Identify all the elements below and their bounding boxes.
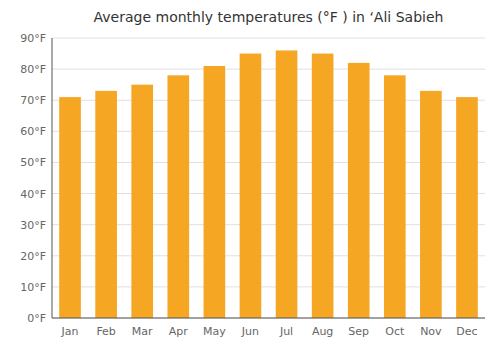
x-tick-label: Nov [420,325,442,338]
y-tick-label: 30°F [20,219,46,232]
y-tick-label: 50°F [20,156,46,169]
bar [276,50,298,318]
x-tick-label: Oct [385,325,405,338]
chart: Average monthly temperatures (°F ) in ‘A… [0,0,500,350]
bar [204,66,226,318]
y-tick-label: 40°F [20,188,46,201]
x-axis: Jan Feb Mar Apr May Jun Jul Aug Sep Oct Nov Dec [61,325,478,338]
grid-line [52,318,485,319]
y-tick-label: 60°F [20,125,46,138]
bar [240,54,262,318]
x-tick-label: Jan [61,325,79,338]
y-axis: 0°F 10°F 20°F 30°F 40°F 50°F 60°F 70°F 80°F 90°F [20,32,485,325]
x-tick-label: Apr [169,325,189,338]
x-tick-label: Aug [312,325,333,338]
bar [456,97,478,318]
grid-line [52,38,485,39]
bars [59,50,478,318]
y-tick-label: 70°F [20,94,46,107]
y-tick-label: 0°F [27,312,46,325]
x-tick-label: Jul [279,325,293,338]
bar [348,63,370,318]
title: Average monthly temperatures (°F ) in ‘A… [94,9,444,25]
x-tick-label: May [203,325,226,338]
y-tick-label: 10°F [20,281,46,294]
bar [167,75,189,318]
bar [420,91,442,318]
x-tick-label: Sep [348,325,369,338]
x-tick-label: Dec [456,325,477,338]
y-tick-label: 80°F [20,63,46,76]
y-tick-label: 20°F [20,250,46,263]
bar [95,91,117,318]
bar [131,85,153,318]
bar [384,75,406,318]
y-tick-label: 90°F [20,32,46,45]
y-axis-line [52,38,53,318]
bar [312,54,334,318]
grid-line [52,69,485,70]
x-tick-label: Mar [132,325,153,338]
bar [59,97,81,318]
x-tick-label: Jun [241,325,259,338]
x-axis-line [52,318,485,319]
x-tick-label: Feb [96,325,115,338]
